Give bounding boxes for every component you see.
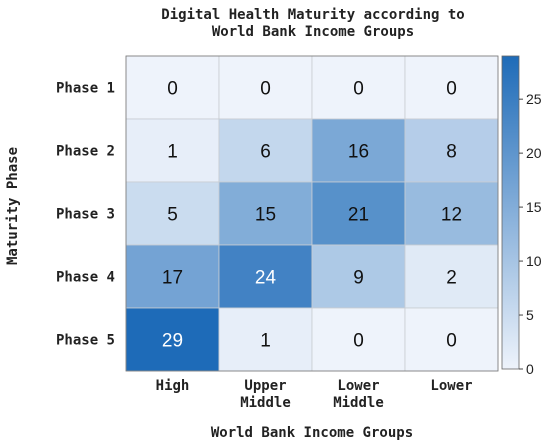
chart-title-line: Digital Health Maturity according to (161, 7, 464, 23)
colorbar-tick-label: 25 (526, 91, 542, 107)
heatmap-cell-value: 0 (353, 331, 364, 352)
heatmap-cell-value: 16 (348, 142, 369, 163)
heatmap-cell-value: 29 (162, 331, 183, 352)
heatmap-cell (404, 244, 499, 309)
heatmap-cell (218, 307, 313, 372)
heatmap-cell-value: 17 (162, 268, 183, 289)
colorbar-tick-label: 0 (526, 361, 534, 377)
colorbar-ticks: 0 5 10 15 20 25 (519, 91, 542, 377)
colorbar: 0 5 10 15 20 25 (501, 55, 542, 377)
x-tick-label: Middle (240, 395, 291, 411)
heatmap-cell-value: 21 (348, 205, 369, 226)
x-tick-label: High (156, 378, 190, 394)
heatmap-cell (404, 181, 499, 246)
y-tick-labels: Phase 1 Phase 2 Phase 3 Phase 4 Phase 5 (56, 81, 115, 349)
heatmap-cell-value: 0 (260, 79, 271, 100)
heatmap-cell (125, 307, 220, 372)
y-tick-label: Phase 2 (56, 144, 115, 160)
heatmap-cell (218, 181, 313, 246)
heatmap-cell (311, 244, 406, 309)
colorbar-tick-label: 20 (526, 145, 542, 161)
y-tick-label: Phase 5 (56, 333, 115, 349)
heatmap-cell (311, 307, 406, 372)
heatmap-cell-value: 12 (441, 205, 462, 226)
heatmap-cell (218, 55, 313, 120)
heatmap-cell-value: 0 (353, 79, 364, 100)
colorbar-gradient (501, 55, 520, 370)
x-tick-label: Upper (244, 378, 286, 394)
heatmap-cell-value: 9 (353, 268, 364, 289)
x-tick-label: Lower (337, 378, 379, 394)
heatmap-cell-value: 6 (260, 142, 271, 163)
colorbar-tick-label: 5 (526, 307, 534, 323)
heatmap-cell-value: 8 (446, 142, 457, 163)
heatmap-cell (125, 118, 220, 183)
heatmap-cell-value: 1 (167, 142, 178, 163)
heatmap-border (125, 55, 499, 372)
heatmap-cell (218, 244, 313, 309)
heatmap-cell-value: 0 (446, 331, 457, 352)
x-axis-label: World Bank Income Groups (211, 425, 413, 441)
y-tick-label: Phase 4 (56, 270, 115, 286)
y-tick-label: Phase 3 (56, 207, 115, 223)
heatmap-cell-value: 24 (255, 268, 277, 289)
chart-title-line: World Bank Income Groups (212, 24, 414, 40)
y-tick-label: Phase 1 (56, 81, 115, 97)
y-axis-label: Maturity Phase (5, 147, 21, 265)
x-tick-label: Lower (430, 378, 472, 394)
heatmap-cell (404, 307, 499, 372)
heatmap-cell-value: 1 (260, 331, 271, 352)
heatmap-cell (404, 118, 499, 183)
heatmap-cell-value: 2 (446, 268, 457, 289)
colorbar-tick-label: 10 (526, 253, 542, 269)
chart-title: Digital Health Maturity according toWorl… (161, 7, 464, 40)
x-tick-label: Middle (333, 395, 384, 411)
heatmap-cell (404, 55, 499, 120)
heatmap-cell (125, 244, 220, 309)
heatmap-cell-value: 0 (446, 79, 457, 100)
heatmap-cell-value: 5 (167, 205, 178, 226)
heatmap-cell (218, 118, 313, 183)
heatmap-cell-value: 0 (167, 79, 178, 100)
heatmap-cell-value: 15 (255, 205, 276, 226)
colorbar-tick-label: 15 (526, 199, 542, 215)
heatmap-cell (125, 55, 220, 120)
